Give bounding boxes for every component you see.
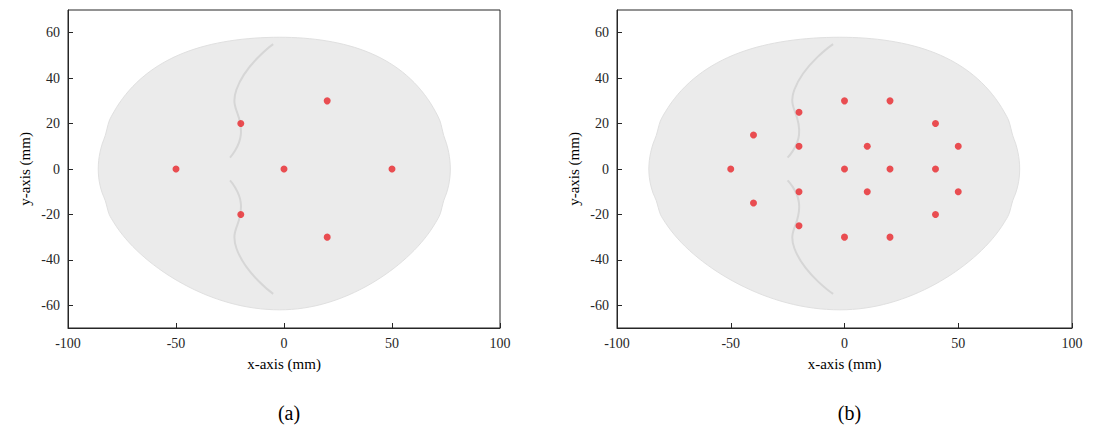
svg-text:60: 60 [595, 25, 609, 40]
svg-text:-60: -60 [590, 298, 609, 313]
svg-text:(a): (a) [278, 402, 300, 425]
svg-text:60: 60 [46, 25, 60, 40]
svg-text:50: 50 [951, 336, 965, 351]
svg-text:(b): (b) [838, 402, 861, 425]
svg-text:-50: -50 [721, 336, 740, 351]
svg-text:-20: -20 [41, 207, 60, 222]
svg-text:-100: -100 [55, 336, 81, 351]
svg-text:-40: -40 [590, 252, 609, 267]
svg-text:-60: -60 [41, 298, 60, 313]
svg-text:40: 40 [46, 71, 60, 86]
svg-text:100: 100 [490, 336, 511, 351]
svg-text:20: 20 [595, 116, 609, 131]
svg-text:0: 0 [841, 336, 848, 351]
svg-text:y-axis (mm): y-axis (mm) [17, 132, 34, 206]
svg-text:0: 0 [602, 162, 609, 177]
svg-text:0: 0 [53, 162, 60, 177]
svg-text:x-axis (mm): x-axis (mm) [808, 356, 882, 373]
svg-text:40: 40 [595, 71, 609, 86]
svg-text:20: 20 [46, 116, 60, 131]
svg-text:100: 100 [1062, 336, 1083, 351]
svg-text:-100: -100 [604, 336, 630, 351]
svg-text:50: 50 [385, 336, 399, 351]
svg-text:y-axis (mm): y-axis (mm) [566, 132, 583, 206]
svg-text:-50: -50 [167, 336, 186, 351]
svg-text:0: 0 [281, 336, 288, 351]
svg-text:x-axis (mm): x-axis (mm) [247, 356, 321, 373]
svg-text:-20: -20 [590, 207, 609, 222]
svg-text:-40: -40 [41, 252, 60, 267]
